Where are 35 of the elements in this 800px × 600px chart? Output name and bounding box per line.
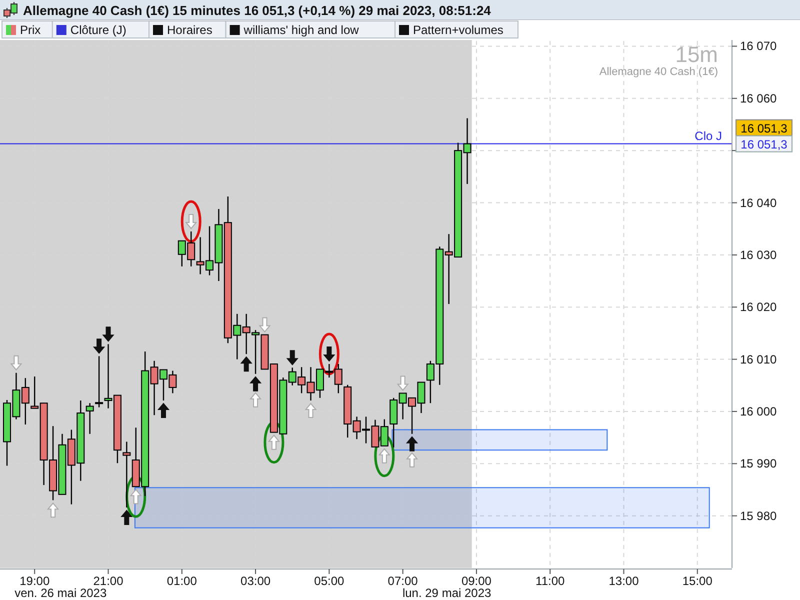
text: Clôture (J) [70,23,126,37]
y-tick-label: 15 990 [740,456,778,471]
x-tick-label: 13:00 [608,574,640,588]
text: 16 051,3 [740,137,788,152]
text: lun. 29 mai 2023 [402,586,492,600]
y-tick-label: 16 030 [740,248,778,262]
y-tick-label: 16 060 [740,91,778,106]
x-tick-label: 21:00 [93,574,124,588]
text: williams' high and low [242,23,360,37]
x-tick-label: 03:00 [240,574,271,588]
text: Prix [20,23,41,37]
candlestick [95,356,104,408]
x-tick-label: 01:00 [166,574,198,588]
y-tick-label: 15 980 [740,508,778,523]
candlestick [86,402,94,434]
annotation: 15m [675,42,718,67]
y-tick-label: 16 010 [740,352,778,366]
annotation: Allemagne 40 Cash (1€) [599,66,718,78]
x-tick-label: 19:00 [20,574,50,588]
x-tick-label: 15:00 [682,574,713,588]
x-tick-label: 05:00 [314,574,345,588]
text: Pattern+volumes [413,23,504,37]
y-tick-label: 16 040 [740,196,778,210]
y-tick-label: 16 070 [740,39,778,54]
x-tick-label: 07:00 [388,574,418,588]
x-tick-label: 11:00 [536,574,565,588]
x-tick-label: 09:00 [461,574,492,588]
candlestick [122,441,131,508]
chart-title: Allemagne 40 Cash (1€) 15 minutes 16 051,3 (+0,14 %) 29 mai 2023, 08:51:24 [23,3,492,18]
y-tick-label: 16 020 [740,300,778,314]
text: ven. 26 mai 2023 [14,586,107,600]
y-tick-label: 16 000 [740,404,778,418]
ref-line-label: Clo J [694,128,722,143]
text: Horaires [167,23,212,37]
text: 16 051,3 [740,121,788,136]
